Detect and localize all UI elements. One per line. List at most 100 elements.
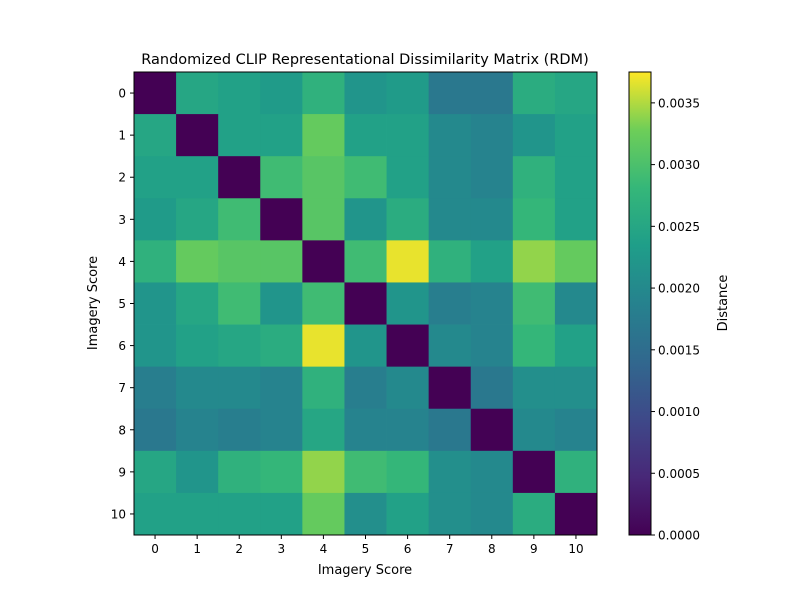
heatmap-cell <box>218 408 261 452</box>
colorbar <box>628 71 652 536</box>
heatmap-cell <box>428 156 472 199</box>
heatmap-cell <box>554 198 598 241</box>
heatmap-cells <box>134 72 598 536</box>
heatmap-cell <box>344 72 387 115</box>
heatmap-cell <box>176 72 219 115</box>
heatmap-cell <box>176 366 219 410</box>
heatmap-cell <box>134 450 177 494</box>
heatmap-cell <box>260 240 303 283</box>
heatmap-cell <box>260 408 303 452</box>
x-tick-label: 1 <box>193 542 201 556</box>
heatmap-cell <box>302 492 345 536</box>
heatmap-cell <box>260 450 303 494</box>
heatmap-cell <box>386 324 430 368</box>
heatmap-cell <box>470 492 514 536</box>
heatmap-cell <box>218 156 261 199</box>
heatmap-cell <box>512 198 556 241</box>
heatmap-cell <box>512 408 556 452</box>
heatmap-cell <box>302 324 345 368</box>
heatmap-cell <box>260 198 303 241</box>
heatmap-cell <box>428 408 472 452</box>
heatmap-cell <box>512 282 556 325</box>
heatmap-cell <box>470 282 514 325</box>
y-tick-label: 6 <box>118 339 126 353</box>
heatmap-cell <box>218 282 261 325</box>
y-tick-label: 5 <box>118 297 126 311</box>
heatmap-cell <box>218 366 261 410</box>
heatmap-cell <box>302 114 345 157</box>
y-tick-label: 3 <box>118 213 126 227</box>
colorbar-tick-label: 0.0005 <box>658 467 700 481</box>
x-axis-ticks: 0 1 2 3 4 5 6 7 8 9 10 <box>151 535 584 556</box>
heatmap-cell <box>428 72 472 115</box>
heatmap-cell <box>512 450 556 494</box>
heatmap-cell <box>176 156 219 199</box>
y-tick-label: 7 <box>118 381 126 395</box>
colorbar-tick-label: 0.0000 <box>658 529 700 543</box>
heatmap-cell <box>344 156 387 199</box>
heatmap-cell <box>470 324 514 368</box>
heatmap-cell <box>218 450 261 494</box>
heatmap-cell <box>386 366 430 410</box>
x-tick-label: 4 <box>320 542 328 556</box>
x-tick-label: 6 <box>404 542 412 556</box>
heatmap-cell <box>470 72 514 115</box>
heatmap-cell <box>386 450 430 494</box>
heatmap-cell <box>428 366 472 410</box>
heatmap-cell <box>176 240 219 283</box>
x-tick-label: 0 <box>151 542 159 556</box>
heatmap-cell <box>344 324 387 368</box>
heatmap-cell <box>470 450 514 494</box>
heatmap-cell <box>428 240 472 283</box>
x-tick-label: 7 <box>446 542 454 556</box>
y-tick-label: 0 <box>118 87 126 101</box>
heatmap-cell <box>554 450 598 494</box>
heatmap-cell <box>386 240 430 283</box>
heatmap-cell <box>554 72 598 115</box>
heatmap-cell <box>386 492 430 536</box>
heatmap-cell <box>302 450 345 494</box>
heatmap-cell <box>428 492 472 536</box>
x-tick-label: 10 <box>568 542 583 556</box>
heatmap-cell <box>260 114 303 157</box>
heatmap-cell <box>134 366 177 410</box>
y-tick-label: 10 <box>111 507 126 521</box>
heatmap-cell <box>176 492 219 536</box>
chart-title: Randomized CLIP Representational Dissimi… <box>141 52 588 68</box>
heatmap-cell <box>134 324 177 368</box>
heatmap-cell <box>344 366 387 410</box>
heatmap-cell <box>134 72 177 115</box>
heatmap-cell <box>470 156 514 199</box>
y-axis-ticks: 0 1 2 3 4 5 6 7 8 9 10 <box>111 87 134 521</box>
heatmap-cell <box>176 282 219 325</box>
heatmap-cell <box>512 72 556 115</box>
heatmap-cell <box>554 324 598 368</box>
heatmap-cell <box>260 366 303 410</box>
y-tick-label: 4 <box>118 255 126 269</box>
heatmap-cell <box>386 198 430 241</box>
x-axis-label: Imagery Score <box>318 563 412 578</box>
y-tick-label: 1 <box>118 129 126 143</box>
heatmap-cell <box>428 450 472 494</box>
colorbar-tick-label: 0.0025 <box>658 220 700 234</box>
heatmap-cell <box>512 324 556 368</box>
colorbar-tick-label: 0.0020 <box>658 282 700 296</box>
y-axis-label: Imagery Score <box>86 256 101 350</box>
heatmap-cell <box>428 324 472 368</box>
colorbar-tick-label: 0.0015 <box>658 343 700 357</box>
heatmap-cell <box>260 282 303 325</box>
heatmap-cell <box>302 156 345 199</box>
heatmap-cell <box>218 492 261 536</box>
heatmap-cell <box>134 156 177 199</box>
heatmap-cell <box>260 72 303 115</box>
heatmap-cell <box>428 282 472 325</box>
heatmap-cell <box>176 324 219 368</box>
heatmap-cell <box>386 72 430 115</box>
colorbar-label: Distance <box>716 275 731 332</box>
heatmap-cell <box>134 282 177 325</box>
heatmap-cell <box>554 114 598 157</box>
x-tick-label: 9 <box>530 542 538 556</box>
heatmap-cell <box>302 408 345 452</box>
heatmap-cell <box>260 492 303 536</box>
heatmap-cell <box>554 408 598 452</box>
